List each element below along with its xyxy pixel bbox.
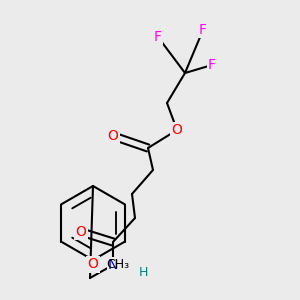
Text: O: O (88, 257, 98, 272)
Text: O: O (172, 123, 182, 137)
Text: O: O (76, 225, 86, 239)
Text: F: F (154, 30, 162, 44)
Text: F: F (208, 58, 216, 72)
Text: H: H (138, 266, 148, 280)
Text: O: O (108, 129, 118, 143)
Text: F: F (199, 23, 207, 37)
Text: CH₃: CH₃ (106, 258, 130, 271)
Text: N: N (108, 258, 118, 272)
